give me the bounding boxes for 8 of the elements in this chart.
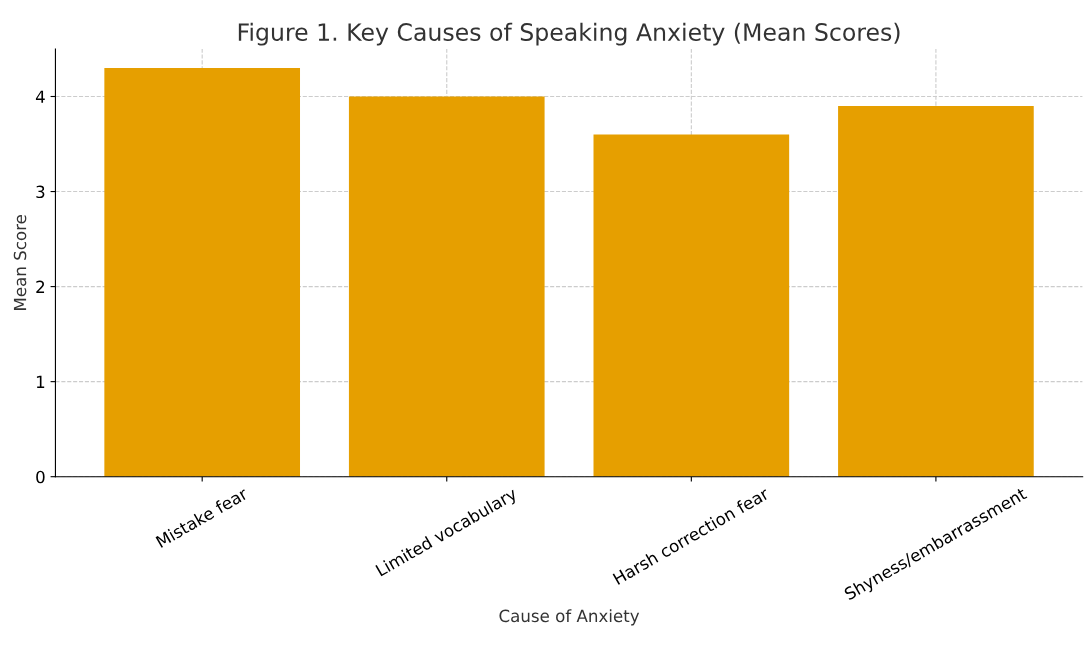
chart-title: Figure 1. Key Causes of Speaking Anxiety (Mean Scores) <box>238 22 900 46</box>
y-tick-label: 1 <box>36 375 45 388</box>
y-tick-label: 0 <box>36 470 45 484</box>
y-tick-label: 2 <box>36 280 45 293</box>
y-tick-label: 3 <box>36 185 45 199</box>
y-tick-label: 4 <box>35 90 45 103</box>
y-axis-title: Mean Score <box>13 215 27 310</box>
x-axis-title: Cause of Anxiety <box>499 609 640 626</box>
